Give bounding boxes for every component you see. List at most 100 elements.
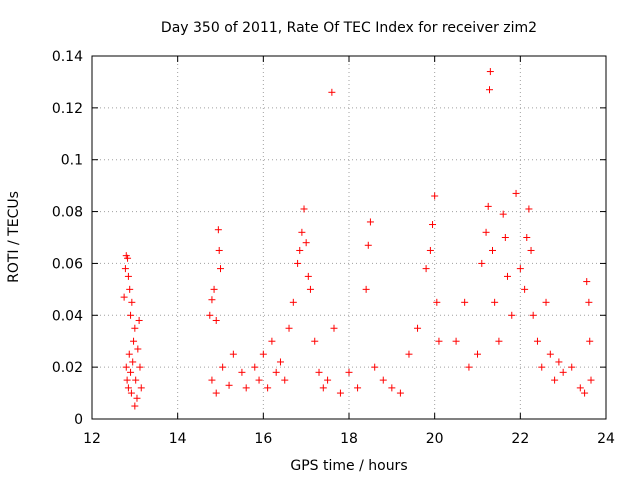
data-point	[120, 293, 128, 301]
x-tick-label: 22	[511, 431, 529, 447]
data-point	[319, 384, 327, 392]
data-point	[129, 358, 137, 366]
data-point	[433, 298, 441, 306]
data-point	[362, 285, 370, 293]
data-point	[315, 368, 323, 376]
data-point	[311, 337, 319, 345]
axis-ticks	[91, 55, 607, 420]
x-tick-label: 12	[83, 431, 101, 447]
data-point	[452, 337, 460, 345]
data-point	[533, 337, 541, 345]
data-point	[133, 394, 141, 402]
data-point	[396, 389, 404, 397]
data-point	[130, 337, 138, 345]
data-point	[214, 226, 222, 234]
data-point	[527, 246, 535, 254]
data-point	[289, 298, 297, 306]
data-point	[300, 205, 308, 213]
data-point	[264, 384, 272, 392]
data-point	[272, 368, 280, 376]
data-point	[285, 324, 293, 332]
data-point	[488, 246, 496, 254]
data-point	[516, 265, 524, 273]
data-point	[276, 358, 284, 366]
data-point	[124, 384, 132, 392]
data-point	[134, 345, 142, 353]
data-point	[379, 376, 387, 384]
data-point	[131, 402, 139, 410]
y-tick-label: 0.02	[52, 360, 83, 376]
data-point	[328, 88, 336, 96]
data-point	[576, 384, 584, 392]
data-point	[324, 376, 332, 384]
data-point	[508, 311, 516, 319]
data-point	[546, 350, 554, 358]
data-point	[281, 376, 289, 384]
data-point	[551, 376, 559, 384]
data-point	[208, 376, 216, 384]
y-axis-label: ROTI / TECUs	[6, 191, 22, 283]
data-point	[296, 246, 304, 254]
data-point	[501, 234, 509, 241]
data-point	[568, 363, 576, 371]
data-point	[431, 192, 439, 200]
data-point	[136, 363, 144, 371]
data-point	[354, 384, 362, 392]
data-point	[414, 324, 422, 332]
data-point	[371, 363, 379, 371]
data-point	[306, 285, 314, 293]
data-point	[217, 265, 224, 273]
data-point	[304, 272, 312, 280]
y-tick-label: 0	[74, 412, 83, 428]
data-point	[495, 337, 503, 345]
y-tick-label: 0.14	[52, 49, 83, 65]
data-point	[512, 189, 520, 197]
data-point	[388, 384, 396, 392]
data-point	[210, 285, 218, 293]
data-point	[127, 389, 135, 397]
data-point	[229, 350, 237, 358]
data-point	[583, 278, 591, 286]
data-point	[366, 218, 374, 226]
data-point	[482, 228, 490, 236]
data-point	[435, 337, 443, 345]
x-axis-label: GPS time / hours	[290, 458, 407, 474]
data-points	[120, 68, 595, 410]
data-point	[137, 384, 145, 392]
data-point	[132, 376, 140, 384]
data-point	[206, 311, 214, 319]
data-point	[330, 324, 338, 332]
data-point	[225, 381, 233, 389]
data-point	[268, 337, 276, 345]
data-point	[212, 316, 220, 324]
data-point	[121, 265, 129, 273]
data-point	[465, 363, 473, 371]
tick-labels: 12 14 16 18 20 22 24 0 0.02 0.04 0.06 0.08 0.1 0.12 0.…	[52, 49, 615, 447]
y-tick-label: 0.12	[52, 101, 83, 117]
data-point	[242, 384, 250, 392]
data-point	[238, 368, 246, 376]
y-tick-label: 0.06	[52, 256, 83, 272]
data-point	[123, 376, 131, 384]
data-point	[208, 296, 216, 304]
data-point	[503, 272, 511, 280]
data-point	[555, 358, 563, 366]
data-point	[426, 246, 434, 254]
data-point	[485, 86, 493, 94]
data-point	[135, 316, 143, 324]
data-point	[124, 272, 132, 280]
data-point	[131, 324, 139, 332]
data-point	[251, 363, 259, 371]
y-tick-label: 0.08	[52, 205, 83, 221]
data-point	[529, 311, 537, 319]
data-point	[585, 298, 593, 306]
data-point	[345, 368, 353, 376]
chart-title: Day 350 of 2011, Rate Of TEC Index for r…	[161, 20, 537, 36]
data-point	[587, 376, 595, 384]
data-point	[478, 259, 486, 267]
data-point	[125, 350, 133, 358]
data-point	[422, 265, 430, 273]
data-point	[461, 298, 469, 306]
data-point	[302, 239, 310, 247]
